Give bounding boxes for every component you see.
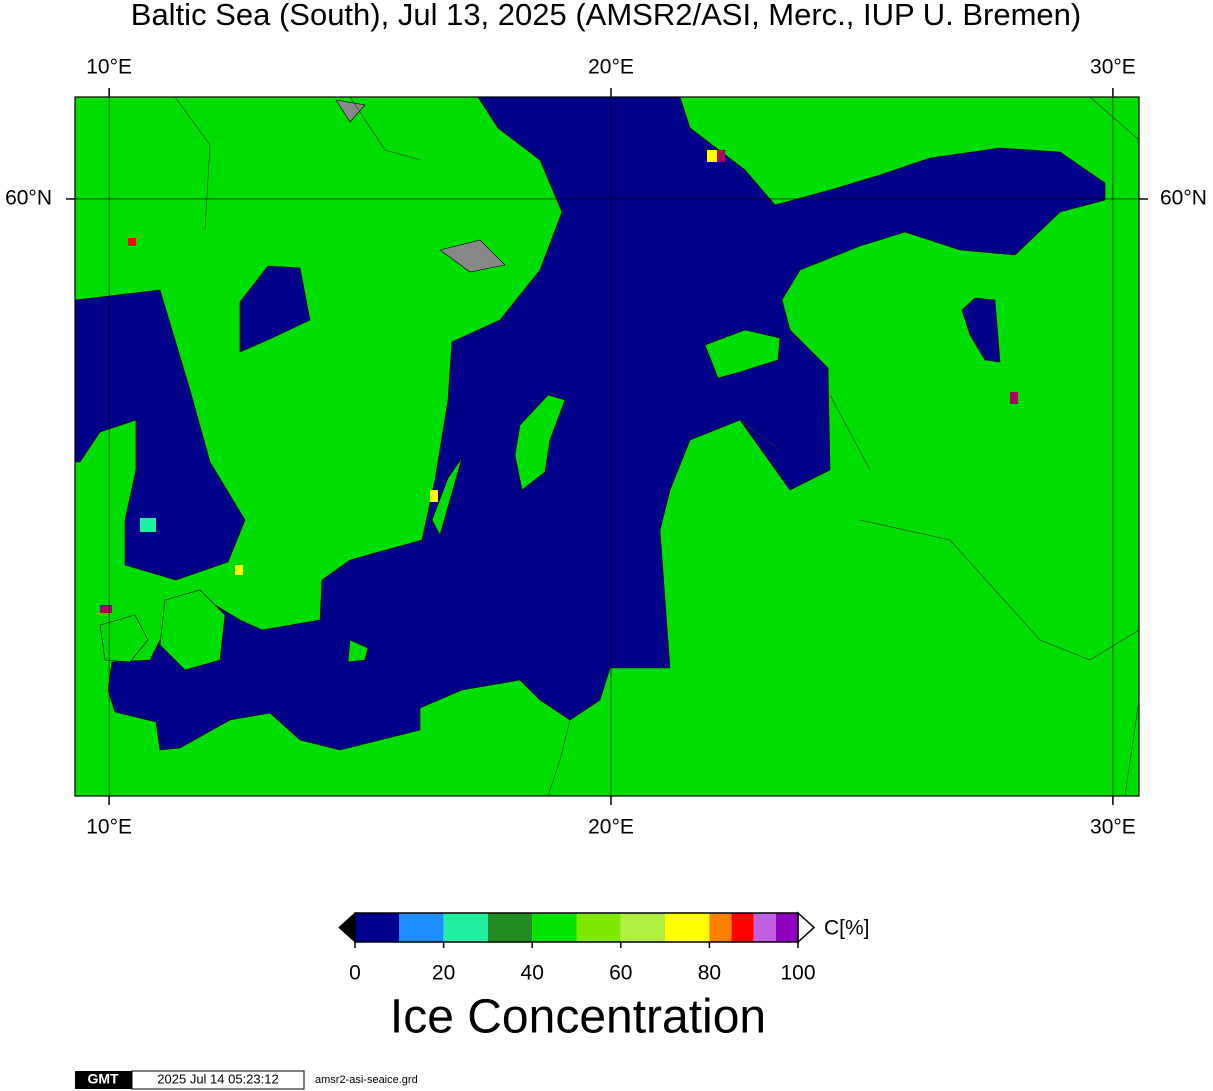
color-segment bbox=[532, 913, 577, 942]
color-segment bbox=[443, 913, 488, 942]
colorbar-label: Ice Concentration bbox=[390, 991, 766, 1044]
colorbar-tick-label: 40 bbox=[521, 962, 544, 985]
logo: GMT bbox=[87, 1071, 119, 1087]
baltic-sea bbox=[107, 96, 1106, 751]
gotland bbox=[514, 394, 566, 491]
borders bbox=[174, 96, 1140, 797]
color-segment bbox=[665, 913, 710, 942]
color-segment bbox=[775, 913, 798, 942]
lake-peipus bbox=[961, 297, 1001, 363]
colorbar: 0 20 40 60 80 100 C[%] bbox=[338, 911, 870, 985]
color-segment bbox=[355, 913, 400, 942]
lon-label: 30°E bbox=[1090, 56, 1136, 79]
funen bbox=[99, 614, 149, 663]
lon-label: 10°E bbox=[86, 56, 132, 79]
color-segment bbox=[753, 913, 776, 942]
color-segment bbox=[487, 913, 533, 942]
kattegat bbox=[74, 289, 246, 581]
lat-label: 60°N bbox=[5, 187, 52, 210]
colorbar-tick-label: 80 bbox=[698, 962, 721, 985]
colorbar-tick-label: 20 bbox=[432, 962, 455, 985]
colorbar-tick-label: 0 bbox=[349, 962, 361, 985]
lake-vanern bbox=[239, 265, 311, 353]
colorbar-tick-label: 60 bbox=[609, 962, 632, 985]
filename: amsr2-asi-seaice.grd bbox=[315, 1074, 418, 1086]
map-frame bbox=[74, 96, 1140, 797]
colorbar-unit: C[%] bbox=[824, 917, 870, 940]
timestamp-box bbox=[131, 1070, 305, 1090]
footer: GMT 2025 Jul 14 05:23:12 amsr2-asi-seaic… bbox=[75, 1070, 418, 1090]
lon-label: 10°E bbox=[86, 816, 132, 839]
title: Baltic Sea (South), Jul 13, 2025 (AMSR2/… bbox=[131, 0, 1081, 32]
bornholm bbox=[347, 639, 369, 663]
map-ticks: 10°E 10°E 20°E 20°E 30°E 30°E 60°N 60°N bbox=[5, 56, 1207, 839]
under-triangle bbox=[338, 911, 356, 944]
colorbar-tick-label: 100 bbox=[780, 962, 815, 985]
map bbox=[74, 96, 1140, 797]
color-segment bbox=[620, 913, 666, 942]
colorbar-frame bbox=[354, 912, 799, 943]
lon-label: 20°E bbox=[588, 816, 634, 839]
coastal-ice-pixels bbox=[100, 150, 1018, 613]
zealand bbox=[159, 589, 226, 671]
lon-label: 30°E bbox=[1090, 816, 1136, 839]
timestamp: 2025 Jul 14 05:23:12 bbox=[157, 1071, 278, 1086]
color-segment bbox=[399, 913, 444, 942]
oland bbox=[431, 457, 463, 536]
logo-box bbox=[75, 1071, 132, 1089]
color-segment bbox=[709, 913, 732, 942]
lakes bbox=[335, 99, 506, 273]
saaremaa bbox=[704, 329, 781, 379]
lon-label: 20°E bbox=[588, 56, 634, 79]
over-triangle bbox=[797, 911, 816, 944]
lat-label: 60°N bbox=[1160, 187, 1207, 210]
color-segment bbox=[576, 913, 621, 942]
color-segment bbox=[731, 913, 754, 942]
